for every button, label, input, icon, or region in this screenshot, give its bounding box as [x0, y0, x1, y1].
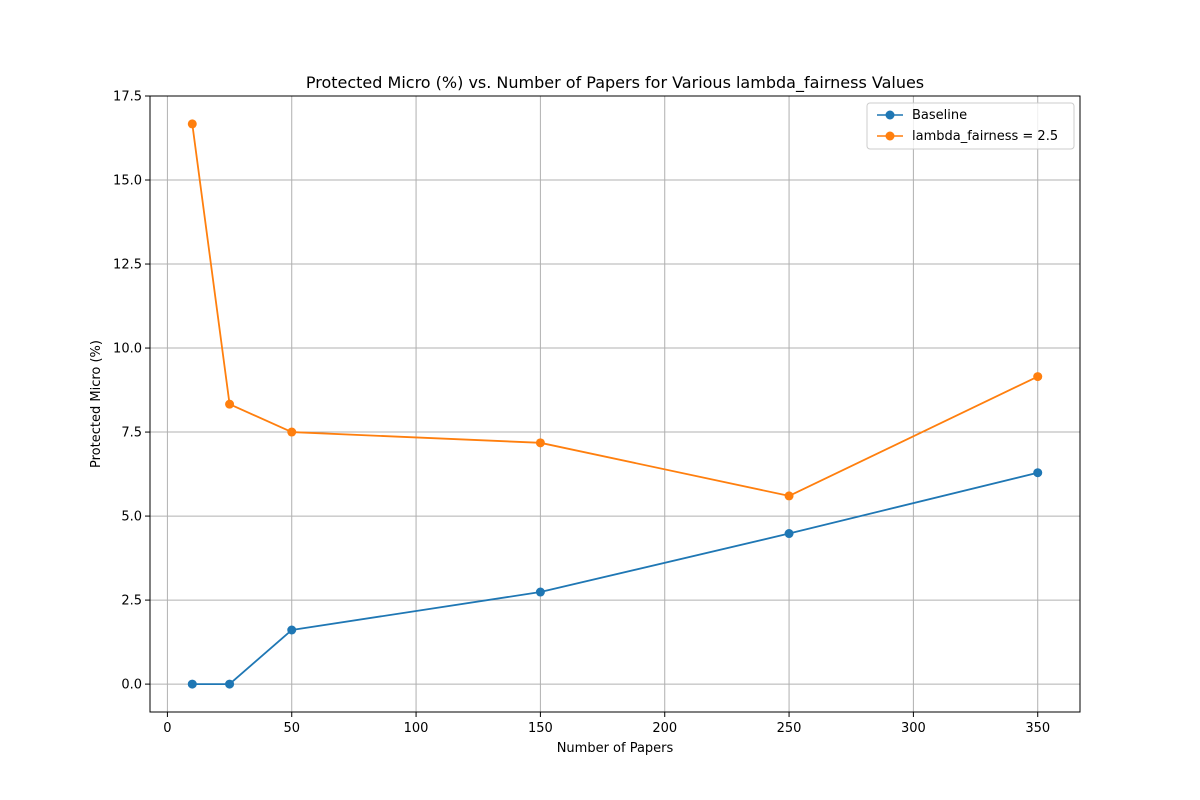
y-tick-label: 7.5 [121, 426, 142, 441]
data-point [1033, 372, 1043, 382]
data-point [225, 399, 235, 409]
y-tick-label: 17.5 [113, 90, 142, 105]
x-tick-label: 0 [163, 721, 171, 736]
data-point [287, 427, 297, 437]
y-axis-label: Protected Micro (%) [89, 340, 104, 468]
data-point [1033, 468, 1043, 478]
series-baseline [187, 468, 1043, 689]
x-tick-label: 150 [528, 721, 553, 736]
legend-label-lambda: lambda_fairness = 2.5 [912, 129, 1058, 144]
series-layer [187, 119, 1043, 689]
y-tick-label: 12.5 [113, 258, 142, 273]
x-tick-label: 350 [1025, 721, 1050, 736]
legend-marker-lambda [885, 131, 895, 141]
legend-label-baseline: Baseline [912, 108, 967, 123]
legend: Baseline lambda_fairness = 2.5 [866, 102, 1075, 150]
data-point [187, 119, 197, 129]
data-point [187, 679, 197, 689]
x-tick-label: 100 [404, 721, 429, 736]
series-line [191, 123, 1039, 497]
x-tick-label: 250 [777, 721, 802, 736]
y-tick-label: 0.0 [121, 678, 142, 693]
y-tick-label: 10.0 [113, 342, 142, 357]
series-lambda-fairness [187, 119, 1043, 501]
data-point [287, 625, 297, 635]
legend-box [866, 102, 1075, 150]
x-axis-ticks: 0 50 100 150 200 250 300 350 [163, 712, 1050, 736]
x-tick-label: 50 [283, 721, 300, 736]
grid [150, 95, 1080, 712]
y-tick-label: 2.5 [121, 594, 142, 609]
plot-area-frame [149, 95, 1081, 713]
series-line [192, 471, 1038, 686]
x-tick-label: 200 [652, 721, 677, 736]
y-axis-ticks: 0.0 2.5 5.0 7.5 10.0 12.5 15.0 17.5 [113, 90, 150, 693]
y-tick-label: 5.0 [121, 510, 142, 525]
data-point [535, 587, 545, 597]
x-axis-label: Number of Papers [557, 741, 674, 756]
data-point [784, 529, 794, 539]
data-point [225, 679, 235, 689]
chart-title: Protected Micro (%) vs. Number of Papers… [306, 73, 924, 93]
data-point [784, 491, 794, 501]
legend-marker-baseline [885, 110, 895, 120]
data-point [535, 438, 545, 448]
y-tick-label: 15.0 [113, 174, 142, 189]
x-tick-label: 300 [901, 721, 926, 736]
